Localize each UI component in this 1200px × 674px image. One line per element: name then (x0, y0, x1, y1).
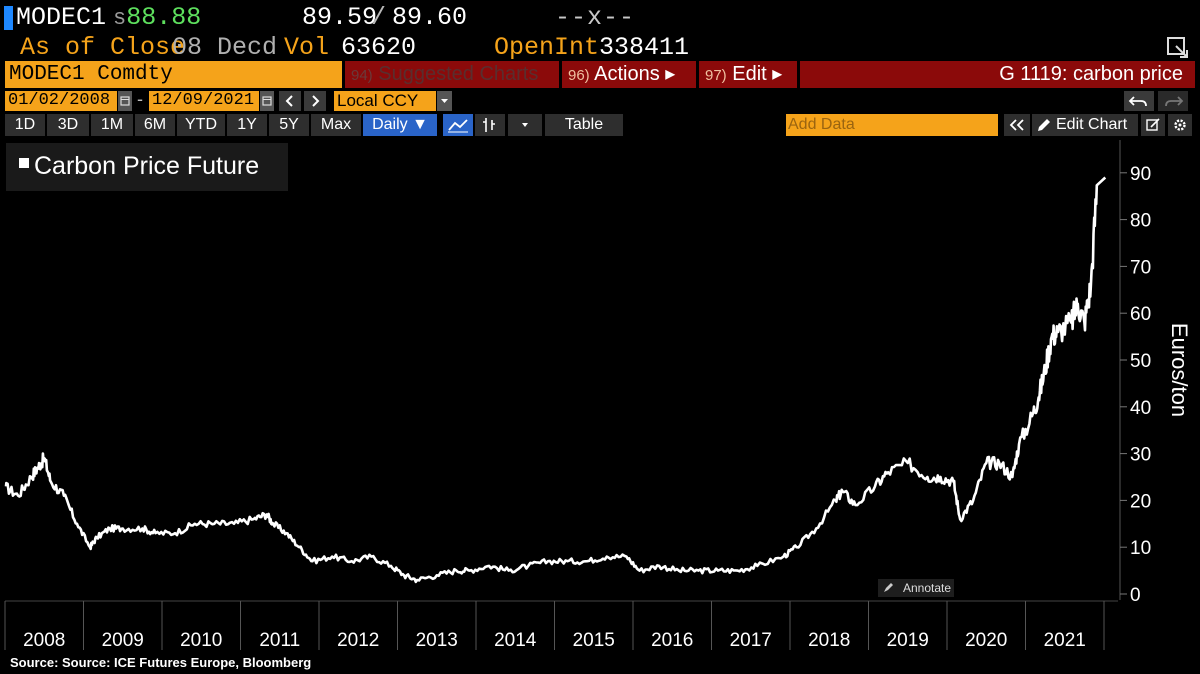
popout-icon[interactable] (1166, 36, 1190, 60)
ticker-symbol: MODEC1 (16, 3, 107, 32)
table-button[interactable]: Table (545, 114, 623, 136)
suggested-charts-label: Suggested Charts (378, 63, 539, 85)
actions-label: Actions ▸ (594, 63, 676, 85)
legend-swatch (19, 158, 29, 168)
as-of-label: As of Close (20, 33, 186, 62)
actions-menu[interactable]: 96) Actions ▸ (562, 61, 696, 88)
ask-price: 89.60 (392, 3, 468, 32)
x-tick-label: 2016 (651, 630, 693, 651)
edit-chart-label: Edit Chart (1056, 116, 1128, 133)
x-tick-label: 2008 (23, 630, 65, 651)
x-tick-label: 2012 (337, 630, 379, 651)
suggested-charts-button[interactable]: 94) Suggested Charts (345, 61, 559, 88)
y-tick-label: 50 (1130, 351, 1151, 372)
y-tick-label: 20 (1130, 491, 1151, 512)
y-tick-label: 60 (1130, 304, 1151, 325)
edit-number: 97) (705, 67, 727, 84)
open-interest-label: OpenInt (494, 33, 600, 62)
x-tick-label: 2018 (808, 630, 850, 651)
bar-chart-icon[interactable] (475, 114, 505, 136)
calendar-icon[interactable] (118, 91, 132, 111)
period-1d-button[interactable]: 1D (5, 114, 45, 136)
chevron-left-icon[interactable] (279, 91, 301, 111)
y-tick-label: 70 (1130, 257, 1151, 278)
last-price-value: 88.88 (126, 3, 202, 32)
add-data-input[interactable]: Add Data (786, 114, 998, 136)
actions-number: 96) (568, 67, 590, 84)
suggested-charts-number: 94) (351, 67, 373, 84)
date-separator: - (137, 89, 143, 109)
x-tick-label: 2015 (573, 630, 615, 651)
carbon-price-line (4, 176, 1107, 584)
y-tick-label: 10 (1130, 538, 1151, 559)
as-of-date: 08 Decd (172, 33, 278, 62)
chart-type-dropdown-icon[interactable] (508, 114, 542, 136)
period-5y-button[interactable]: 5Y (269, 114, 309, 136)
annotate-label: Annotate (903, 581, 951, 595)
undo-icon[interactable] (1124, 91, 1154, 111)
gear-icon[interactable] (1168, 114, 1192, 136)
y-tick-label: 0 (1130, 585, 1141, 606)
volume-value: 63620 (341, 33, 417, 62)
cursor-indicator (4, 6, 13, 30)
function-title: G 1119: carbon price (800, 61, 1195, 88)
x-tick-label: 2021 (1044, 630, 1086, 651)
start-date-input[interactable]: 01/02/2008 (5, 91, 117, 111)
y-tick-label: 90 (1130, 164, 1151, 185)
y-tick-label: 40 (1130, 398, 1151, 419)
x-tick-label: 2009 (102, 630, 144, 651)
open-interest-value: 338411 (599, 33, 690, 62)
legend-label: Carbon Price Future (34, 152, 259, 180)
x-axis-ticks: 2008 2009 2010 2011 2012 2013 2014 2015 2016 2017… (4, 601, 1105, 651)
end-date-input[interactable]: 12/09/2021 (149, 91, 259, 111)
x-tick-label: 2010 (180, 630, 222, 651)
period-3d-button[interactable]: 3D (47, 114, 89, 136)
period-1y-button[interactable]: 1Y (227, 114, 267, 136)
period-6m-button[interactable]: 6M (135, 114, 175, 136)
annotate-button[interactable]: Annotate (878, 579, 954, 597)
last-price: s88.88 (113, 3, 201, 32)
line-chart-icon[interactable] (443, 114, 473, 136)
source-footnote: Source: Source: ICE Futures Europe, Bloo… (10, 655, 312, 670)
pencil-icon (884, 583, 893, 592)
chevron-right-icon[interactable] (304, 91, 326, 111)
frequency-dropdown[interactable]: Daily ▼ (363, 114, 437, 136)
edit-settings-icon[interactable] (1141, 114, 1165, 136)
chart-legend: Carbon Price Future (6, 143, 288, 191)
x-tick-label: 2014 (494, 630, 537, 651)
y-tick-label: 30 (1130, 445, 1151, 466)
price-chart[interactable]: Carbon Price Future 0102030405060708090 … (0, 138, 1200, 654)
edit-menu[interactable]: 97) Edit ▸ (699, 61, 797, 88)
edit-label: Edit ▸ (732, 63, 783, 85)
period-1m-button[interactable]: 1M (91, 114, 133, 136)
period-max-button[interactable]: Max (311, 114, 361, 136)
pencil-icon (1038, 119, 1050, 131)
security-field[interactable]: MODEC1 Comdty (5, 61, 342, 88)
y-tick-label: 80 (1130, 211, 1151, 232)
period-ytd-button[interactable]: YTD (177, 114, 225, 136)
calendar-icon[interactable] (260, 91, 274, 111)
x-tick-label: 2011 (259, 630, 300, 651)
y-axis-label: Euros/ton (1167, 323, 1192, 417)
currency-select[interactable]: Local CCY (334, 91, 436, 111)
bid-price: 89.59 (302, 3, 378, 32)
edit-chart-button[interactable]: Edit Chart (1032, 114, 1138, 136)
x-tick-label: 2019 (887, 630, 929, 651)
last-price-prefix: s (113, 6, 127, 31)
net-change: --x-- (555, 3, 636, 32)
redo-icon[interactable] (1158, 91, 1188, 111)
collapse-double-left-icon[interactable] (1004, 114, 1030, 136)
x-tick-label: 2020 (965, 630, 1007, 651)
chevron-down-icon[interactable] (437, 91, 452, 111)
volume-label: Vol (284, 33, 330, 62)
x-tick-label: 2017 (730, 630, 772, 651)
y-axis-ticks: 0 10 20 30 40 50 60 70 80 90 (1120, 164, 1151, 606)
x-tick-label: 2013 (416, 630, 458, 651)
bid-ask-separator: / (371, 3, 387, 32)
